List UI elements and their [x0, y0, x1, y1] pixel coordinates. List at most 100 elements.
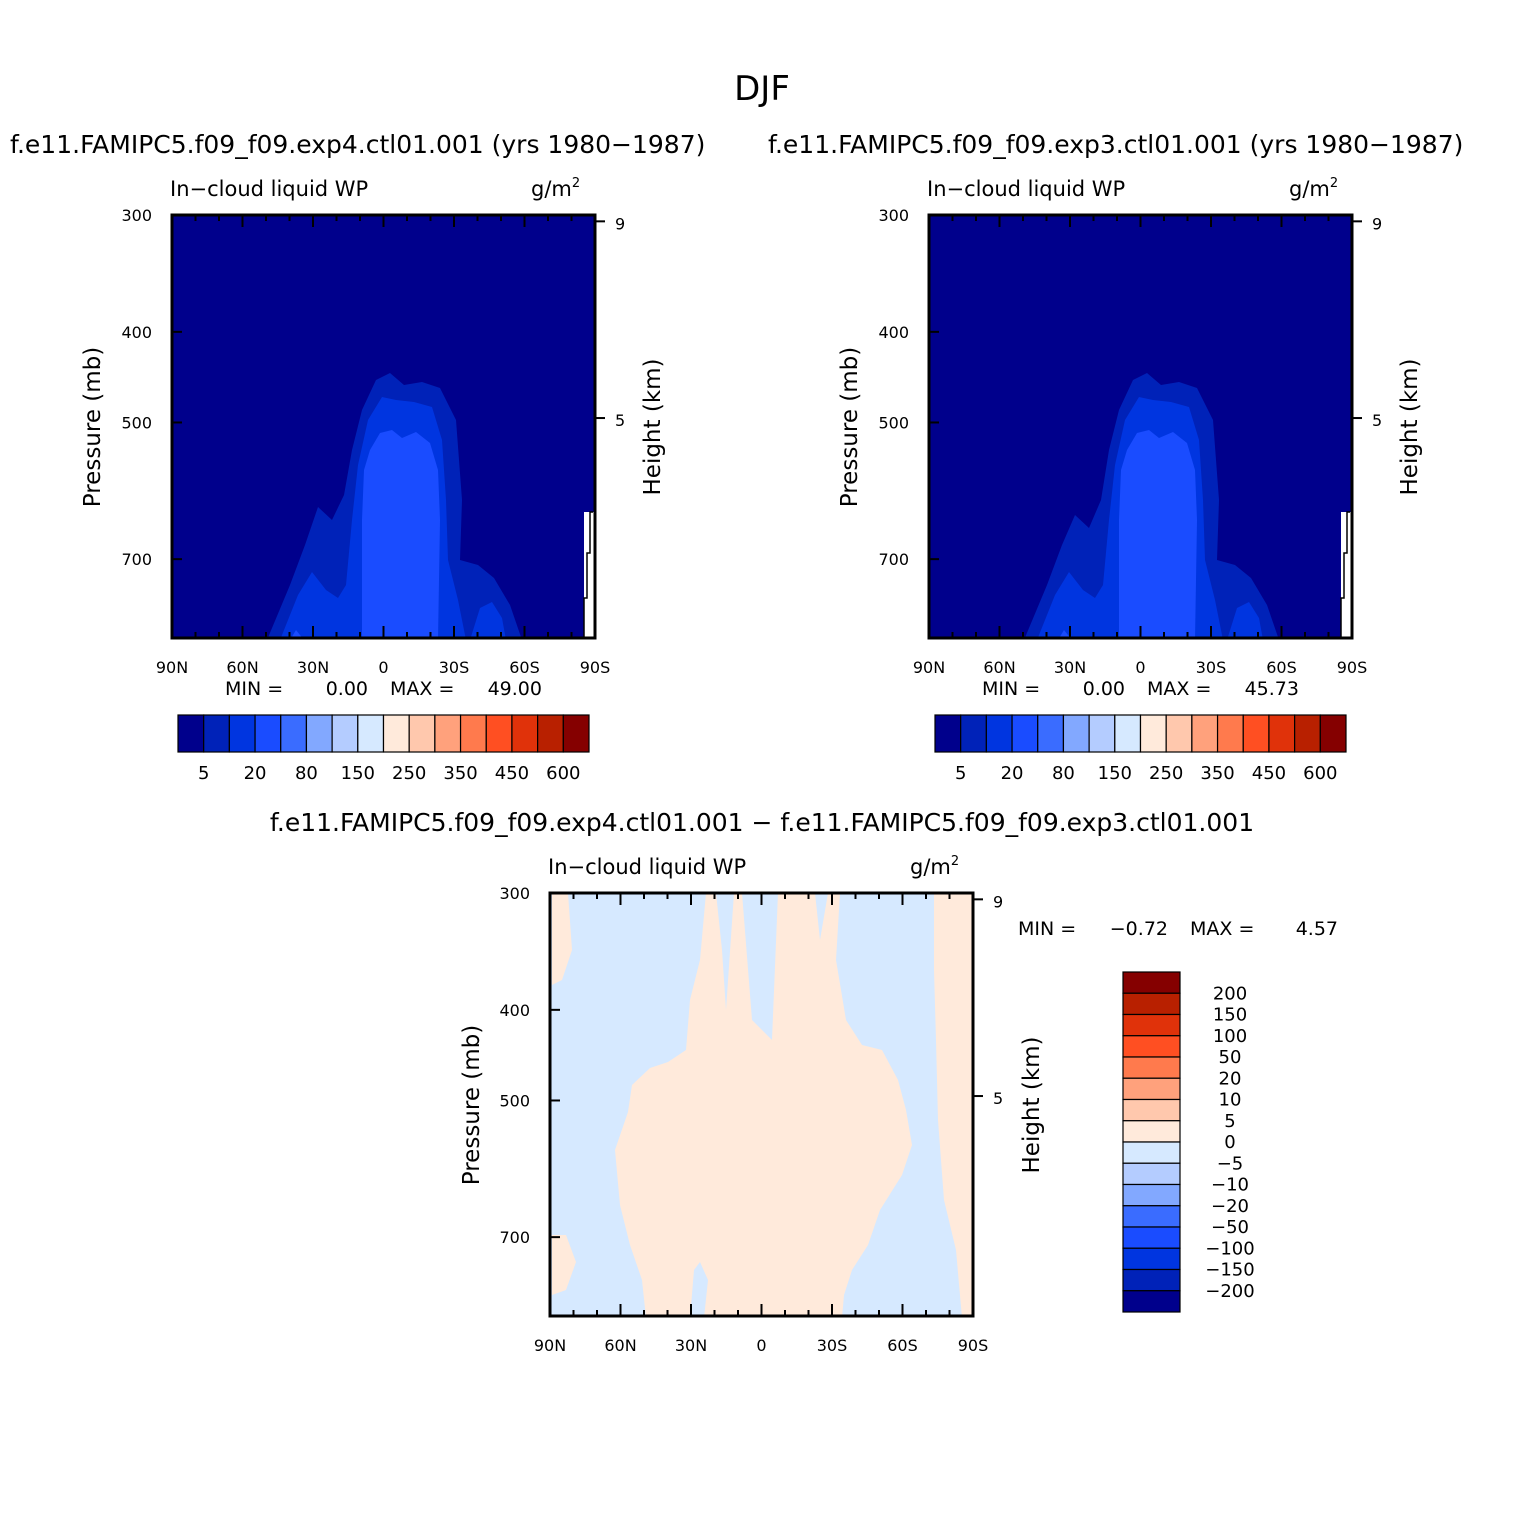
colorbar-box: [1037, 714, 1065, 753]
colorbar-box: [331, 714, 359, 753]
colorbar-box: [280, 714, 308, 753]
colorbar-label: −100: [1205, 1238, 1254, 1259]
panel-3-plot: [548, 891, 975, 1318]
panel-2-lat-tick-label: 90S: [1337, 658, 1368, 677]
panel-1-max-label: MAX =: [390, 678, 454, 700]
colorbar-box: [1122, 1268, 1181, 1292]
panel-2-pressure-tick-label: 300: [878, 206, 909, 225]
colorbar-box: [1122, 1013, 1181, 1037]
colorbar-label: 20: [244, 763, 267, 784]
panel-2-pressure-tick-label: 700: [878, 550, 909, 569]
panel-2-pressure-tick-label: 500: [878, 413, 909, 432]
colorbar-label: −150: [1205, 1260, 1254, 1281]
panel-1-plot: [170, 213, 597, 640]
panel-1-pressure-tick-label: 500: [121, 413, 152, 432]
colorbar-box: [1011, 714, 1039, 753]
colorbar-label: 450: [1252, 763, 1286, 784]
colorbar-box: [1319, 714, 1347, 753]
colorbar-label: 5: [198, 763, 209, 784]
colorbar-box: [1122, 1056, 1181, 1079]
colorbar-label: −10: [1211, 1175, 1249, 1196]
colorbar-box: [1122, 992, 1181, 1016]
panel-3-pressure-tick-label: 400: [499, 1001, 530, 1020]
colorbar-label: 100: [1213, 1026, 1247, 1047]
colorbar-box: [459, 714, 487, 753]
panel-3-min-label: MIN =: [1018, 918, 1076, 940]
colorbar-box: [960, 714, 987, 753]
panel-1-lat-tick-label: 60S: [509, 658, 540, 677]
panel-3-height-tick-label: 5: [993, 1089, 1003, 1108]
colorbar-box: [357, 714, 385, 753]
panel-1-pressure-tick-label: 300: [121, 206, 152, 225]
panel-1-min-value: 0.00: [326, 678, 368, 700]
colorbar-label: 600: [546, 763, 580, 784]
colorbar-label: 20: [1001, 763, 1024, 784]
panel-1-fill-level-3: [291, 430, 440, 638]
panel-3-max-value: 4.57: [1296, 918, 1338, 940]
panel-3-ylabel-right: Height (km): [1019, 1036, 1045, 1173]
colorbar-box: [1122, 1290, 1181, 1313]
panel-1-lat-tick-label: 90S: [580, 658, 611, 677]
panel-1-height-tick-label: 9: [615, 214, 625, 233]
panel-3-lat-tick-label: 60N: [604, 1336, 636, 1355]
panel-3-min-value: −0.72: [1110, 918, 1168, 940]
panel-3-units: g/m2: [910, 854, 959, 879]
panel-2-pressure-tick-label: 400: [878, 323, 909, 342]
colorbar-label: 80: [295, 763, 318, 784]
colorbar-label: 350: [1200, 763, 1234, 784]
figure-title: DJF: [734, 69, 790, 109]
panel-3-lat-tick-label: 90N: [534, 1336, 566, 1355]
colorbar-label: −20: [1211, 1196, 1249, 1217]
colorbar-label: −50: [1211, 1217, 1249, 1238]
colorbar-box: [1122, 1141, 1181, 1164]
panel-2-min-value: 0.00: [1083, 678, 1125, 700]
colorbar-label: 200: [1213, 983, 1247, 1004]
colorbar-label: 50: [1219, 1047, 1242, 1068]
colorbar-box: [434, 714, 462, 753]
panel-1-lat-tick-label: 90N: [156, 658, 188, 677]
panel-3-pressure-tick-label: 500: [499, 1091, 530, 1110]
colorbar-box: [408, 714, 436, 753]
colorbar-label: 150: [1213, 1005, 1247, 1026]
panel-2-field-name: In−cloud liquid WP: [927, 177, 1125, 201]
colorbar-box: [203, 714, 230, 753]
colorbar-label: 5: [1224, 1111, 1235, 1132]
colorbar-box: [1122, 1205, 1181, 1228]
panel-3-lat-tick-label: 30N: [675, 1336, 707, 1355]
colorbar-box: [254, 714, 282, 753]
colorbar-box: [537, 714, 564, 753]
panel-1-lat-tick-label: 60N: [226, 658, 258, 677]
panel-3-ylabel: Pressure (mb): [459, 1025, 485, 1185]
panel-2-max-label: MAX =: [1147, 678, 1211, 700]
panel-1-units: g/m2: [531, 176, 580, 201]
panel-1-lat-tick-label: 30S: [439, 658, 470, 677]
panel-1-pressure-tick-label: 700: [121, 550, 152, 569]
colorbar-label: 150: [1098, 763, 1132, 784]
panel-2-ylabel-right: Height (km): [1397, 358, 1423, 495]
panel-3-lat-tick-label: 30S: [817, 1336, 848, 1355]
colorbar-box: [1191, 714, 1219, 753]
colorbar-label: 10: [1219, 1090, 1242, 1111]
colorbar-box: [1114, 714, 1142, 753]
panel-2-height-tick-label: 5: [1372, 411, 1382, 430]
panel-2-ylabel: Pressure (mb): [837, 347, 863, 507]
colorbar-box: [1088, 714, 1116, 753]
colorbar-box: [485, 714, 513, 753]
panel-2-lat-tick-label: 30S: [1196, 658, 1227, 677]
colorbar-label: 250: [392, 763, 426, 784]
colorbar-label: 350: [443, 763, 477, 784]
panel-3-height-tick-label: 9: [993, 892, 1003, 911]
panel-1-min-label: MIN =: [225, 678, 283, 700]
panel-3-lat-tick-label: 60S: [887, 1336, 918, 1355]
colorbar-label: 250: [1149, 763, 1183, 784]
colorbar-box: [177, 714, 205, 753]
panel-1-ylabel-right: Height (km): [640, 358, 666, 495]
colorbar-label: −200: [1205, 1281, 1254, 1302]
colorbar-box: [228, 714, 256, 753]
panel-2-plot: [927, 213, 1354, 640]
colorbar-box: [1122, 1162, 1181, 1186]
panel-2-lat-tick-label: 30N: [1054, 658, 1086, 677]
